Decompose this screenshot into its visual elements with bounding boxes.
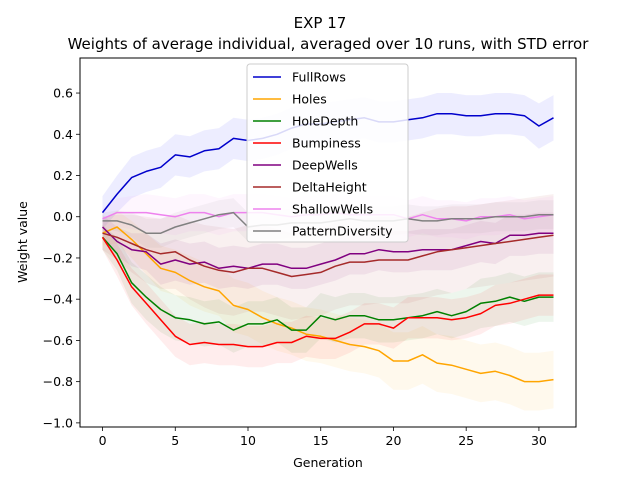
- hole-depth-error-band: [102, 225, 554, 353]
- y-tick-label: −0.8: [43, 374, 73, 389]
- y-tick-label: −0.4: [43, 292, 73, 307]
- x-tick-label: 5: [171, 433, 179, 448]
- x-tick-label: 30: [531, 433, 547, 448]
- bumpiness-legend-label: Bumpiness: [292, 136, 361, 151]
- delta-height-legend-label: DeltaHeight: [292, 180, 367, 195]
- holes-legend-label: Holes: [292, 92, 327, 107]
- delta-height-line: [102, 232, 554, 278]
- legend-box: [246, 63, 409, 243]
- series-lines: [101, 112, 554, 383]
- y-axis-label: Weight value: [15, 201, 30, 283]
- x-tick-label: 15: [313, 433, 329, 448]
- x-tick-label: 10: [240, 433, 256, 448]
- bumpiness-error-band: [102, 225, 554, 368]
- error-bands: [102, 93, 554, 411]
- deep-wells-line: [101, 226, 554, 270]
- deep-wells-legend-label: DeepWells: [292, 158, 358, 173]
- y-tick-label: −0.6: [43, 333, 73, 348]
- chart-subtitle: Weights of average individual, averaged …: [68, 35, 590, 53]
- shallow-wells-legend-label: ShallowWells: [292, 202, 373, 217]
- y-axis-ticks: −1.0 −0.8 −0.6 −0.4 −0.2 0.0 0.2 0.4 0.6: [43, 86, 80, 430]
- x-tick-label: 25: [458, 433, 474, 448]
- full-rows-error-band: [102, 93, 554, 230]
- holes-error-band: [102, 210, 554, 411]
- y-tick-label: 0.6: [53, 86, 73, 101]
- hole-depth-line: [101, 236, 554, 331]
- pattern-diversity-legend-label: PatternDiversity: [292, 224, 393, 239]
- delta-height-error-band: [102, 194, 554, 320]
- bumpiness-line: [101, 236, 554, 348]
- y-tick-label: −1.0: [43, 415, 73, 430]
- plot-frame: [79, 57, 577, 428]
- y-tick-label: −0.2: [43, 250, 73, 265]
- y-tick-label: 0.2: [53, 168, 73, 183]
- y-tick-label: 0.0: [53, 209, 73, 224]
- legend: FullRows Holes HoleDepth Bumpiness DeepWells…: [246, 63, 409, 243]
- x-tick-label: 20: [386, 433, 402, 448]
- x-axis-ticks: 0 5 10 15 20 25 30: [99, 427, 547, 448]
- hole-depth-legend-label: HoleDepth: [292, 114, 358, 129]
- x-axis-label: Generation: [293, 455, 363, 470]
- chart-title: EXP 17: [294, 14, 347, 32]
- y-tick-label: 0.4: [53, 127, 73, 142]
- x-tick-label: 0: [99, 433, 107, 448]
- full-rows-legend-label: FullRows: [292, 70, 346, 85]
